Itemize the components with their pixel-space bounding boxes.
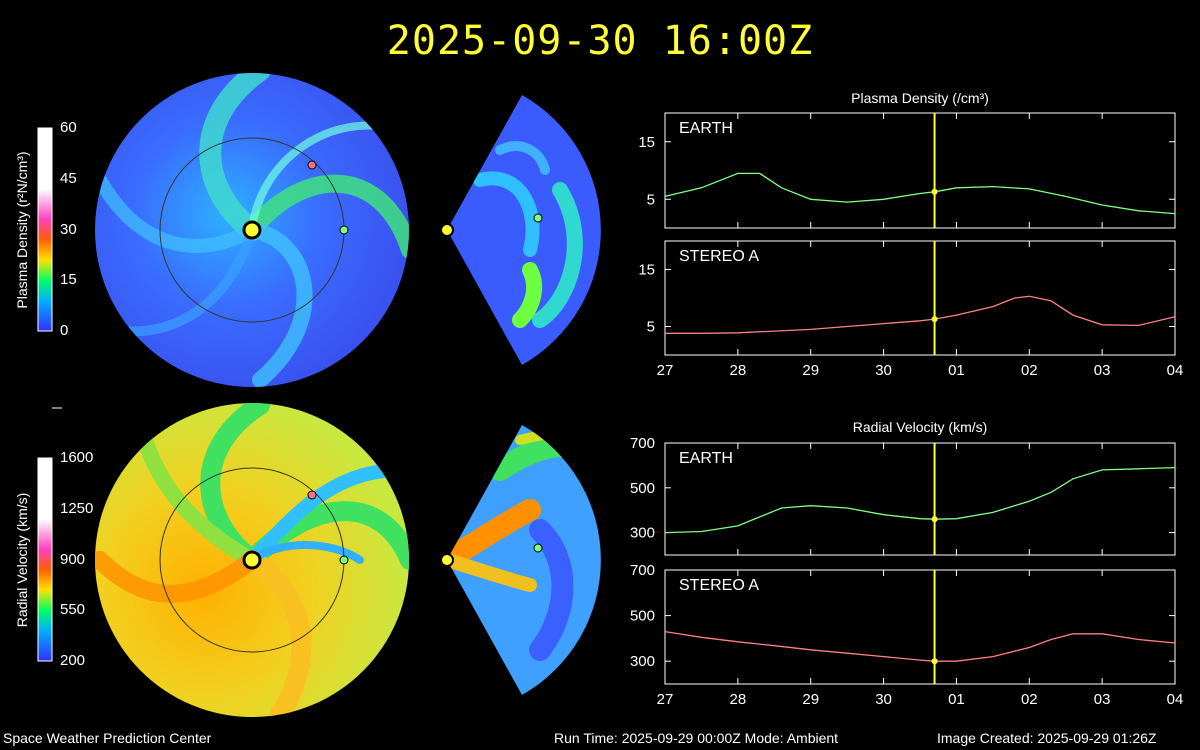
density-colorbar-tick-label: 45 (60, 169, 77, 187)
panel-label: EARTH (679, 120, 733, 137)
sun-icon (242, 220, 262, 240)
y-tick-label: 5 (647, 191, 655, 208)
x-tick-label: 01 (948, 691, 965, 708)
density-colorbar-tick-label: 0 (60, 322, 69, 339)
density-colorbar-tick-label: 15 (60, 271, 77, 289)
x-tick-label: 29 (802, 691, 819, 708)
velocity-colorbar-tick-label: 1600 (60, 449, 94, 466)
model-maps (37, 73, 601, 717)
density-chart-title: Plasma Density (/cm³) (851, 90, 989, 106)
velocity-colorbar-tick-label: 1250 (60, 499, 94, 517)
current-value-point (931, 658, 938, 665)
y-tick-label: 15 (638, 262, 655, 279)
y-tick-label: 500 (630, 608, 655, 625)
velocity-disk-map (95, 403, 409, 717)
y-tick-label: 15 (638, 134, 655, 151)
x-tick-label: 02 (1021, 362, 1038, 379)
stereo-a-position (307, 160, 317, 170)
x-tick-label: 03 (1094, 362, 1111, 379)
density-colorbar-tick-label: 30 (60, 220, 77, 238)
y-tick-label: 700 (630, 435, 655, 452)
x-tick-label: 02 (1021, 691, 1038, 708)
x-tick-label: 27 (657, 362, 674, 379)
chart-panel-frame (664, 240, 1176, 356)
density-disk-map (95, 73, 409, 387)
x-tick-label: 27 (657, 691, 674, 708)
velocity-colorbar-tick-label: 900 (60, 550, 86, 568)
velocity-colorbar-tick-label: 550 (60, 601, 86, 619)
x-tick-label: 29 (802, 362, 819, 379)
velocity-colorbar-tick-label: 200 (60, 652, 86, 669)
footer-run-info: Run Time: 2025-09-29 00:00Z Mode: Ambien… (554, 730, 839, 746)
y-tick-label: 5 (647, 319, 655, 336)
velocity-wedge-map (440, 425, 601, 695)
timestamp-title: 2025-09-30 16:00Z (386, 18, 814, 64)
density-colorbar-tick-label: 60 (60, 119, 77, 136)
footer-image-created: Image Created: 2025-09-29 01:26Z (937, 730, 1157, 746)
panel-label: STEREO A (679, 577, 759, 594)
series-line-stereo-a (665, 295, 1176, 334)
density-colorbar (37, 127, 53, 332)
velocity-chart-title: Radial Velocity (km/s) (852, 419, 988, 435)
chart-panel-frame (664, 569, 1176, 685)
series-line-earth (664, 172, 1176, 215)
current-value-point (931, 516, 938, 523)
current-value-point (931, 316, 938, 323)
earth-position (339, 225, 349, 235)
chart-panel-frame (664, 112, 1176, 229)
y-tick-label: 500 (630, 480, 655, 497)
x-tick-label: 28 (730, 691, 747, 708)
y-tick-label: 700 (630, 562, 655, 579)
panel-label: EARTH (679, 450, 733, 467)
x-tick-label: 04 (1167, 691, 1184, 708)
y-tick-label: 300 (630, 653, 655, 670)
x-tick-label: 30 (875, 691, 892, 708)
chart-panel-frame (664, 442, 1176, 556)
x-tick-label: 03 (1094, 691, 1111, 708)
x-tick-label: 01 (948, 362, 965, 379)
x-tick-label: 30 (875, 362, 892, 379)
density-wedge-map (440, 95, 601, 365)
x-tick-label: 28 (730, 362, 747, 379)
footer-organization: Space Weather Prediction Center (3, 730, 212, 746)
y-tick-label: 300 (630, 525, 655, 542)
time-series-charts: 5 15 EARTH 5 15 STEREO A 27 28 29 30 01 02 03 04 300 50… (630, 112, 1184, 708)
x-tick-label: 04 (1167, 362, 1184, 379)
series-line-earth (664, 466, 1176, 534)
current-value-point (931, 188, 938, 195)
panel-label: STEREO A (679, 248, 759, 265)
velocity-colorbar (37, 457, 53, 662)
